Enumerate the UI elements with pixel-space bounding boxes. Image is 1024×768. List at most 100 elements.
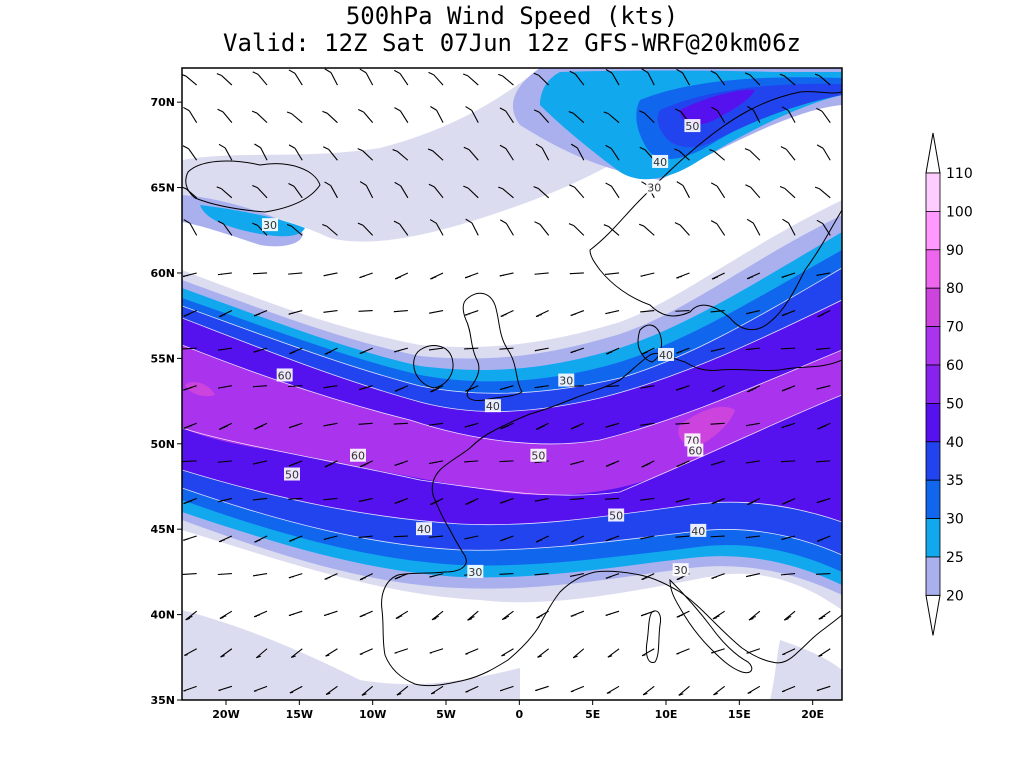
wind-barb: [816, 272, 831, 276]
lat-label: 50N: [150, 438, 175, 451]
wind-barb: [218, 535, 233, 543]
wind-barb: [394, 107, 409, 123]
wind-barb: [605, 460, 620, 467]
contour-label: 30: [558, 373, 575, 388]
wind-barb: [781, 535, 796, 540]
wind-barb: [217, 460, 232, 463]
wind-barb: [499, 347, 514, 350]
wind-barb: [288, 385, 303, 388]
wind-barb: [746, 385, 761, 393]
svg-text:30: 30: [559, 375, 573, 388]
wind-barb: [323, 610, 338, 617]
wind-barb: [218, 685, 233, 692]
wind-barb: [605, 144, 620, 161]
wind-barb: [676, 610, 690, 618]
wind-barb: [605, 385, 620, 388]
wind-barb: [395, 610, 409, 619]
wind-barb: [254, 143, 268, 161]
wind-barb: [603, 111, 620, 124]
wind-barb: [710, 220, 726, 236]
wind-barb: [534, 385, 549, 389]
wind-barb: [394, 272, 409, 280]
wind-barb: [641, 347, 655, 355]
contour-label: 50: [530, 448, 547, 463]
wind-barb: [816, 219, 831, 236]
wind-barb: [746, 105, 761, 123]
wind-barb: [676, 68, 690, 86]
wind-barb: [359, 573, 373, 581]
wind-barb: [183, 685, 197, 692]
svg-text:30: 30: [468, 566, 482, 579]
wind-barb: [182, 145, 198, 161]
wind-barb: [534, 497, 549, 502]
wind-barb: [429, 219, 444, 236]
lon-label: 0: [516, 708, 524, 721]
wind-barb: [710, 422, 725, 425]
svg-text:30: 30: [263, 219, 277, 232]
lon-label: 20E: [801, 708, 824, 721]
wind-barb: [323, 385, 338, 389]
wind-barb: [711, 648, 725, 654]
svg-text:40: 40: [653, 156, 667, 169]
colorbar-swatch: [925, 249, 941, 289]
wind-barb: [394, 385, 409, 392]
wind-barb: [359, 610, 373, 618]
wind-barb: [639, 110, 655, 124]
wind-barb: [323, 535, 338, 540]
wind-barb: [782, 648, 796, 656]
wind-barb: [465, 648, 479, 655]
wind-barb: [217, 108, 233, 124]
wind-barb: [219, 310, 233, 318]
wind-barb: [501, 610, 514, 621]
wind-barb: [569, 272, 584, 275]
wind-barb: [289, 685, 303, 694]
wind-barbs: [182, 68, 831, 696]
wind-barb: [640, 272, 655, 277]
wind-barb: [220, 648, 233, 658]
wind-barb: [606, 685, 620, 694]
wind-barb: [288, 310, 303, 315]
contour-label: 50: [284, 467, 300, 482]
wind-barb: [534, 272, 549, 275]
svg-text:40: 40: [417, 523, 431, 536]
wind-barb: [324, 460, 338, 468]
wind-barb: [814, 186, 831, 199]
wind-barb: [640, 422, 655, 426]
wind-barb: [499, 385, 514, 391]
wind-barb: [462, 73, 479, 86]
lon-label: 5W: [436, 708, 456, 721]
wind-barb: [394, 460, 409, 466]
svg-text:60: 60: [351, 450, 365, 463]
wind-barb: [185, 610, 198, 621]
svg-text:60: 60: [688, 445, 702, 458]
wind-barb: [676, 460, 690, 467]
wind-barb: [393, 422, 408, 425]
wind-barb: [709, 149, 726, 161]
wind-barb: [570, 573, 584, 577]
wind-barb: [286, 111, 303, 124]
wind-barb: [606, 347, 620, 355]
wind-barb: [323, 272, 338, 277]
contour-label: 40: [484, 399, 501, 413]
wind-barb: [638, 223, 655, 236]
wind-barb: [569, 70, 585, 86]
wind-barb: [500, 219, 514, 236]
wind-barb: [816, 685, 831, 692]
wind-barb: [217, 385, 232, 389]
wind-barb: [781, 385, 796, 392]
wind-barb: [535, 310, 549, 318]
wind-barb: [394, 347, 409, 353]
wind-barb: [216, 73, 233, 86]
colorbar-swatch: [925, 364, 941, 404]
wind-barb: [710, 535, 725, 538]
wind-barb: [253, 310, 268, 317]
wind-barb: [463, 185, 479, 199]
lon-label: 15W: [286, 708, 313, 721]
wind-barb: [605, 497, 620, 500]
wind-barb: [254, 422, 268, 430]
wind-barb: [322, 110, 338, 124]
wind-barb: [396, 685, 409, 696]
wind-barb: [183, 535, 197, 541]
wind-barb: [254, 535, 268, 543]
svg-text:40: 40: [691, 525, 705, 538]
